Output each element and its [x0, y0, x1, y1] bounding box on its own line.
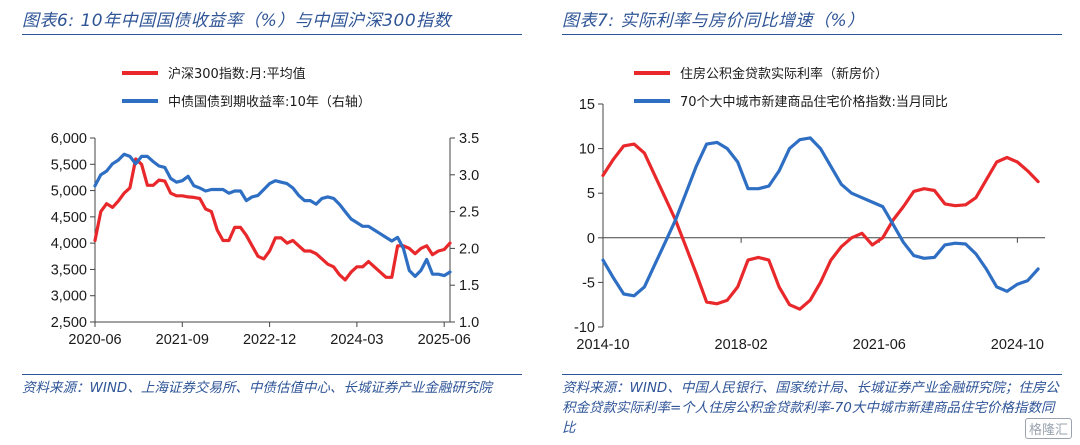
x-tick-label: 2024-10 [991, 337, 1044, 353]
y2-tick-label: 2.5 [459, 205, 479, 221]
legend-label-2: 中债国债到期收益率:10年（右轴） [168, 94, 371, 110]
y-tick-label: 4,000 [51, 236, 87, 252]
y2-tick-label: 3.0 [459, 168, 479, 184]
y-tick-label: -10 [574, 320, 595, 336]
series-line-1 [601, 142, 1040, 311]
x-tick-label: 2024-03 [330, 332, 383, 348]
y2-tick-label: 3.5 [459, 131, 479, 147]
x-tick-label: 2014-10 [576, 337, 629, 353]
chart-bond-yield-vs-csi300: 2,500 3,000 3,500 4,000 4,500 5,000 5,500 6,000… [51, 66, 479, 348]
y-tick-label: 5 [587, 186, 595, 202]
y-tick-label: 3,500 [51, 262, 87, 278]
y-tick-label: 0 [587, 231, 595, 247]
y-tick-label: 2,500 [51, 315, 87, 331]
y-tick-label: 5,000 [51, 184, 87, 200]
figure-7-source-rule [562, 374, 1062, 375]
chart-real-rate-vs-house-price: -10 -5 0 5 10 15 2014-10 2018-02 2021-06 2024-10 住… [574, 66, 1045, 353]
figure-7-panel: 图表7: 实际利率与房价同比增速（%） -10 -5 0 5 10 15 2014-10 20… [540, 0, 1080, 445]
figure-6-title-rule [22, 34, 522, 35]
x-tick-label: 2021-09 [156, 332, 209, 348]
x-tick-label: 2018-02 [715, 337, 768, 353]
legend-label-1: 住房公积金贷款实际利率（新房价） [680, 66, 888, 82]
figure-6-source-rule [22, 374, 522, 375]
x-tick-label: 2021-06 [853, 337, 906, 353]
x-tick-label: 2020-06 [68, 332, 121, 348]
y2-tick-label: 1.0 [459, 315, 479, 331]
y-tick-label: 4,500 [51, 210, 87, 226]
series-line-2 [93, 152, 452, 278]
x-tick-label: 2025-06 [418, 332, 471, 348]
figure-6-source: 资料来源：WIND、上海证券交易所、中债估值中心、长城证券产业金融研究院 [22, 380, 492, 396]
x-tick-label: 2022-12 [243, 332, 296, 348]
legend-label-1: 沪深300指数:月:平均值 [168, 66, 306, 82]
figure-6-title: 图表6: 10年中国国债收益率（%）与中国沪深300指数 [22, 11, 452, 31]
figure-7-title: 图表7: 实际利率与房价同比增速（%） [562, 11, 865, 31]
y-tick-label: 3,000 [51, 289, 87, 305]
series-line-1 [93, 157, 452, 282]
y-tick-label: 15 [579, 97, 595, 113]
watermark-logo: 格隆汇 [1024, 418, 1072, 439]
figure-7-source: 资料来源：WIND、中国人民银行、国家统计局、长城证券产业金融研究院；住房公积金… [562, 380, 1059, 436]
y-tick-label: 6,000 [51, 131, 87, 147]
y2-tick-label: 2.0 [459, 241, 479, 257]
y-tick-label: 5,500 [51, 157, 87, 173]
series-line-2 [601, 136, 1040, 298]
y2-tick-label: 1.5 [459, 278, 479, 294]
legend-label-2: 70个大中城市新建商品住宅价格指数:当月同比 [680, 94, 948, 110]
y-tick-label: 10 [579, 142, 595, 158]
figure-6-panel: 图表6: 10年中国国债收益率（%）与中国沪深300指数 2,500 3,000 3… [22, 11, 522, 396]
figure-7-title-rule [562, 34, 1062, 35]
y-tick-label: -5 [582, 275, 595, 291]
